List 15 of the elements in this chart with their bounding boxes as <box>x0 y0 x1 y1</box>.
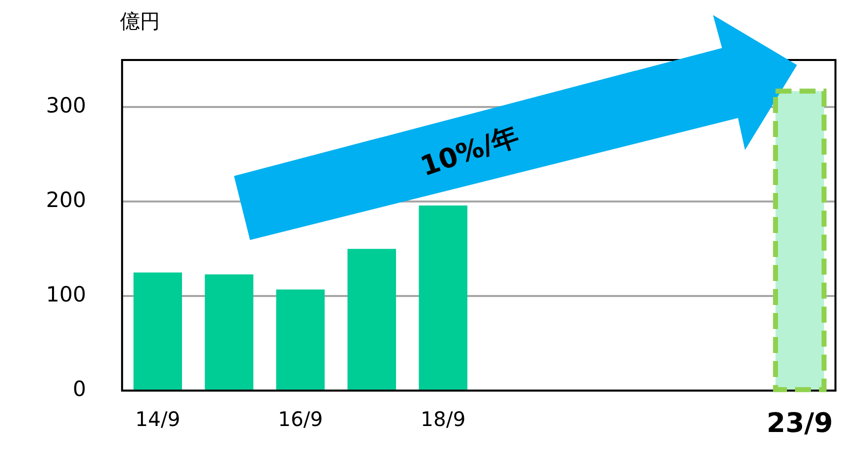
y-axis-title: 億円 <box>120 9 160 33</box>
x-tick-label: 23/9 <box>766 408 833 439</box>
y-tick-label: 0 <box>72 377 86 402</box>
bar <box>276 290 325 390</box>
bar <box>348 248 396 390</box>
x-tick-label: 16/9 <box>278 406 323 431</box>
y-tick-label: 100 <box>46 282 86 307</box>
bar <box>133 272 182 390</box>
annotation: 10%/年 <box>416 120 523 183</box>
x-tick-label: 18/9 <box>420 406 466 431</box>
bar <box>204 274 254 390</box>
x-tick-label: 14/9 <box>135 406 180 431</box>
bar <box>418 205 468 390</box>
y-tick-label: 300 <box>46 94 86 118</box>
y-tick-label: 200 <box>46 188 86 212</box>
